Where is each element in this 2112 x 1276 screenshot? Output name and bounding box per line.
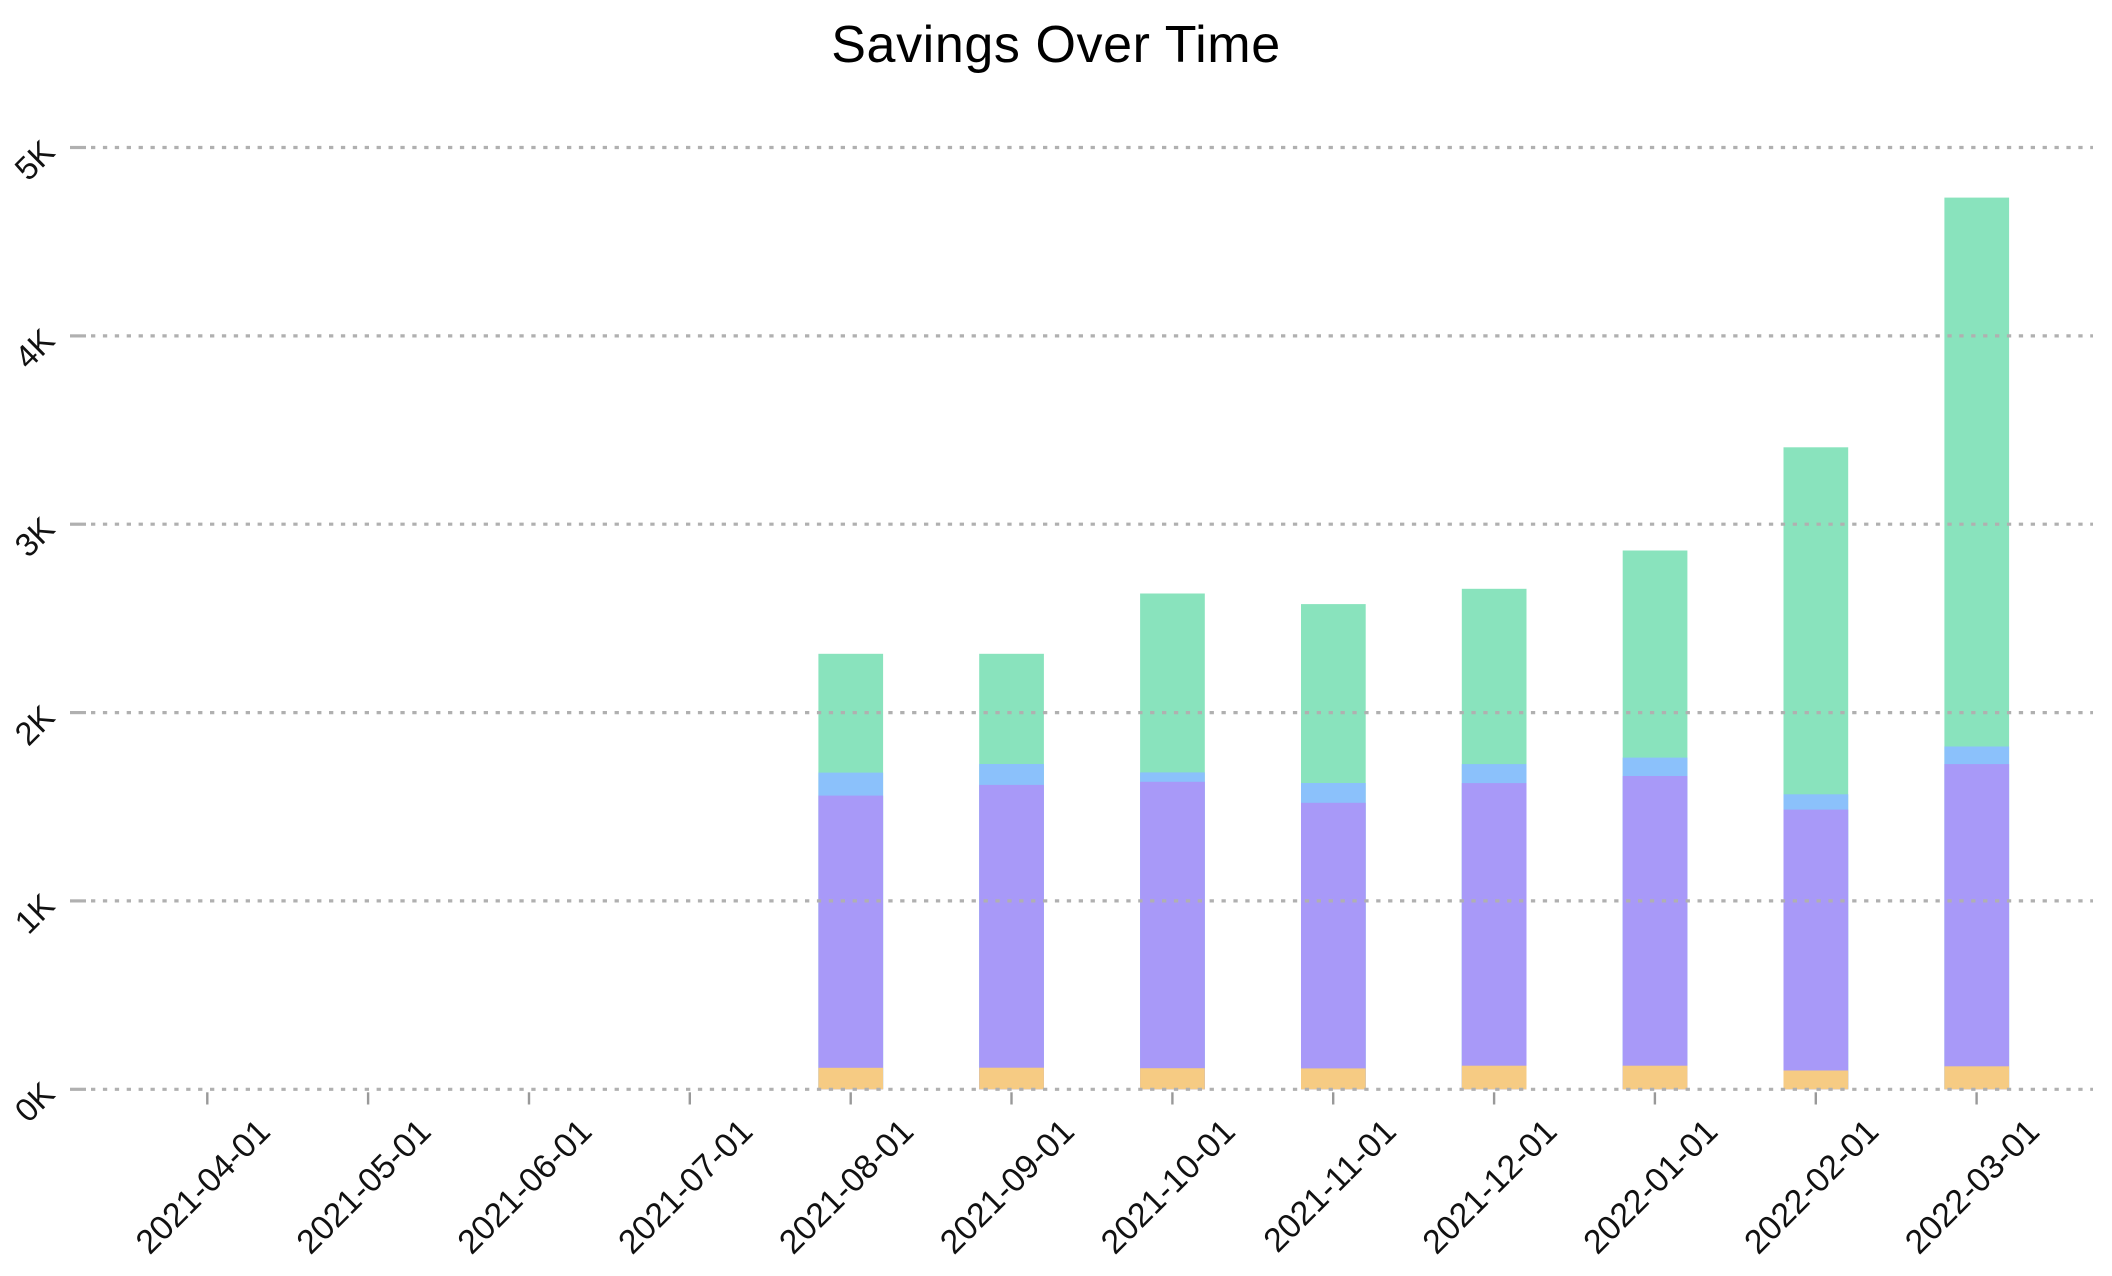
svg-text:Savings Over Time: Savings Over Time bbox=[831, 16, 1280, 74]
